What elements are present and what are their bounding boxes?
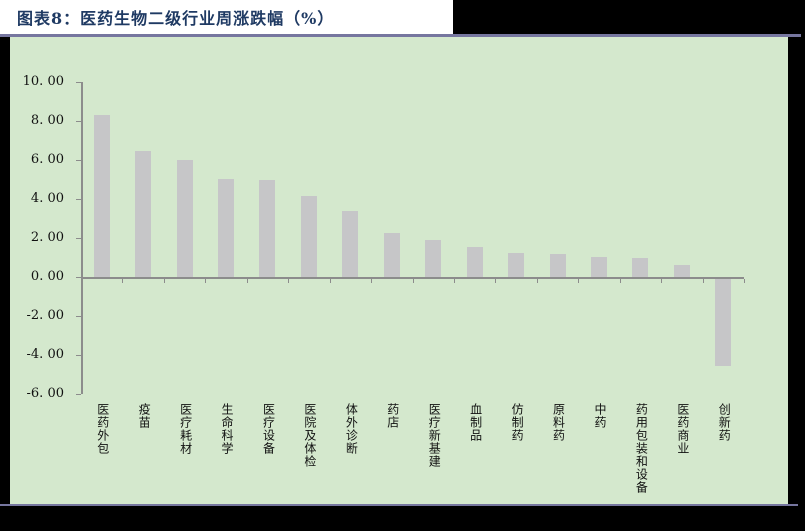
x-axis-label: 医疗耗材 [178,403,193,455]
x-axis-label: 药用包装和设备 [634,403,649,494]
x-axis-tick [288,278,290,283]
x-axis-label: 药店 [385,403,400,429]
chart-title-bar: 图表8：医药生物二级行业周涨跌幅（%） [0,0,453,34]
top-rule [0,34,801,37]
x-axis-label: 医疗设备 [261,403,276,455]
bar [508,252,525,277]
x-axis-label: 医药外包 [95,403,110,455]
y-axis-line [81,82,83,394]
x-axis-tick [163,278,165,283]
y-axis-tick [76,316,81,317]
x-axis-label: 中药 [592,403,607,429]
y-axis-tick-label: 0. 00 [30,269,64,284]
x-axis-label: 医疗新基建 [427,403,442,468]
bar [715,278,732,367]
x-axis-tick [619,278,621,283]
bar [466,246,483,277]
y-axis-tick [76,199,81,200]
bar [176,160,193,277]
y-axis-tick [76,355,81,356]
x-axis-tick [81,278,82,283]
x-axis-label: 生命科学 [220,403,235,455]
x-axis-tick [578,278,580,283]
chart-plot-area: 10. 00 8. 00 6. 00 4. 00 2. 00 0. 00 -2. 00 -4.… [10,37,788,504]
x-axis-tick [371,278,373,283]
x-axis-label: 创新药 [717,403,732,442]
y-axis-tick-label: 8. 00 [30,113,64,128]
y-axis-tick [76,160,81,161]
x-axis-tick [495,278,497,283]
bar [342,210,359,277]
y-axis-tick-label: 6. 00 [30,152,64,167]
bar [300,196,317,277]
x-axis-tick [536,278,538,283]
y-axis-tick-label: 2. 00 [30,230,64,245]
bottom-rule [0,504,798,506]
y-axis-tick-label: 10. 00 [22,74,64,89]
y-axis-tick [76,121,81,122]
x-axis-label: 医院及体检 [302,403,317,468]
y-axis-tick [76,277,81,278]
y-axis-tick [76,238,81,239]
x-axis-tick [246,278,248,283]
y-axis-tick [76,394,81,395]
bar [383,233,400,277]
bar [673,265,690,277]
x-axis-label: 血制品 [468,403,483,442]
x-axis-tick [453,278,455,283]
y-axis-tick-label: -6. 00 [26,386,64,401]
bar [549,253,566,277]
chart-title: 图表8：医药生物二级行业周涨跌幅（%） [17,9,335,28]
y-axis-tick-label: -2. 00 [26,308,64,323]
bar [259,180,276,277]
x-axis-label: 原料药 [551,403,566,442]
x-axis-tick [122,278,124,283]
y-axis-tick [76,82,81,83]
x-axis-tick [412,278,414,283]
x-axis-tick [702,278,704,283]
x-axis-tick [661,278,663,283]
y-axis-tick-label: -4. 00 [26,347,64,362]
bar [590,256,607,277]
x-axis-tick [329,278,331,283]
bar [218,178,235,277]
bar [93,115,110,277]
x-axis-line [81,277,744,279]
x-axis-tick [205,278,207,283]
bar [632,257,649,277]
x-axis-label: 医药商业 [675,403,690,455]
x-axis-label: 体外诊断 [344,403,359,455]
bar [425,239,442,277]
x-axis-label: 疫苗 [137,403,152,429]
x-axis-tick [744,278,745,283]
x-axis-label: 仿制药 [510,403,525,442]
y-axis-tick-label: 4. 00 [30,191,64,206]
bar [135,151,152,277]
